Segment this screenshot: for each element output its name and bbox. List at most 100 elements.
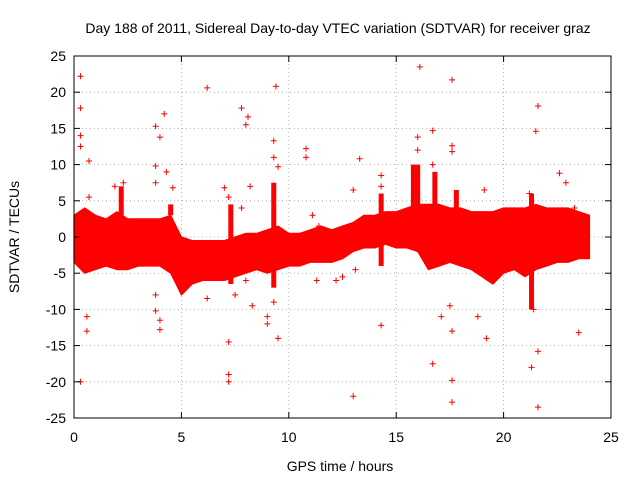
data-spike (378, 193, 384, 266)
data-point (414, 134, 421, 141)
x-tick-label: 20 (496, 429, 512, 445)
y-tick-label: -20 (46, 374, 66, 390)
data-point (339, 273, 346, 280)
data-point (163, 168, 170, 175)
data-point (449, 328, 456, 335)
data-point (156, 326, 163, 333)
data-point (528, 364, 535, 371)
data-point (333, 277, 340, 284)
data-spike (118, 186, 124, 216)
data-point (526, 190, 533, 197)
data-point (77, 132, 84, 139)
y-tick-label: -10 (46, 301, 66, 317)
x-axis-label: GPS time / hours (287, 458, 394, 474)
data-point (378, 322, 385, 329)
data-point (309, 212, 316, 219)
data-point (270, 154, 277, 161)
data-point (225, 194, 232, 201)
data-point (534, 102, 541, 109)
data-point (156, 134, 163, 141)
data-point (204, 84, 211, 91)
data-point (249, 302, 256, 309)
data-point (225, 371, 232, 378)
x-tick-label: 25 (603, 429, 619, 445)
data-point (429, 127, 436, 134)
data-band (73, 203, 591, 296)
data-point (77, 105, 84, 112)
axis-ticks (73, 55, 612, 419)
y-tick-label: 10 (50, 157, 66, 173)
data-spike (271, 182, 277, 288)
data-point (156, 317, 163, 324)
data-point (152, 179, 159, 186)
y-axis-label: SDTVAR / TECUs (6, 181, 22, 293)
data-spike (168, 204, 174, 216)
x-tick-label: 10 (281, 429, 297, 445)
data-point (242, 277, 249, 284)
data-point (120, 179, 127, 186)
data-point (204, 295, 211, 302)
data-point (238, 105, 245, 112)
data-point (264, 320, 271, 327)
data-point (571, 205, 578, 212)
data-point (242, 121, 249, 128)
data-point (86, 157, 93, 164)
data-point (534, 404, 541, 411)
data-point (352, 266, 359, 273)
data-points (73, 63, 591, 411)
data-point (449, 399, 456, 406)
data-point (232, 291, 239, 298)
y-tick-label: 0 (58, 229, 66, 245)
chart-title: Day 188 of 2011, Sidereal Day-to-day VTE… (85, 20, 590, 36)
data-point (244, 113, 251, 120)
data-point (152, 291, 159, 298)
data-point (575, 329, 582, 336)
data-point (264, 313, 271, 320)
data-point (247, 183, 254, 190)
data-point (83, 328, 90, 335)
data-point (378, 183, 385, 190)
data-point (556, 170, 563, 177)
data-point (429, 360, 436, 367)
data-spike (432, 171, 438, 209)
data-point (270, 137, 277, 144)
data-point (449, 76, 456, 83)
y-tick-label: -15 (46, 338, 66, 354)
data-spike (410, 164, 416, 216)
y-tick-label: -5 (54, 265, 67, 281)
data-point (270, 299, 277, 306)
y-tick-label: 20 (50, 84, 66, 100)
data-point (225, 338, 232, 345)
data-point (272, 83, 279, 90)
x-tick-label: 15 (388, 429, 404, 445)
data-point (83, 313, 90, 320)
tick-labels: 0 5 10 15 20 25 -25 -20 -15 -10 -5 0 5 10 15 20 25 (46, 48, 619, 445)
data-point (152, 123, 159, 130)
data-point (429, 161, 436, 168)
data-point (152, 163, 159, 170)
data-point (534, 348, 541, 355)
data-point (449, 142, 456, 149)
data-point (302, 145, 309, 152)
data-point (474, 313, 481, 320)
data-spike (415, 164, 421, 216)
data-point (438, 313, 445, 320)
y-tick-label: 15 (50, 120, 66, 136)
data-point (350, 393, 357, 400)
data-point (77, 143, 84, 150)
data-point (530, 306, 537, 313)
data-spike (453, 189, 459, 209)
data-point (483, 335, 490, 342)
data-point (449, 148, 456, 155)
data-point (77, 73, 84, 80)
data-point (446, 302, 453, 309)
data-point (302, 154, 309, 161)
y-tick-label: 25 (50, 48, 66, 64)
data-point (449, 377, 456, 384)
data-point (275, 163, 282, 170)
data-point (414, 147, 421, 154)
y-tick-label: -25 (46, 410, 66, 426)
x-tick-label: 0 (70, 429, 78, 445)
data-point (152, 307, 159, 314)
data-point (238, 205, 245, 212)
